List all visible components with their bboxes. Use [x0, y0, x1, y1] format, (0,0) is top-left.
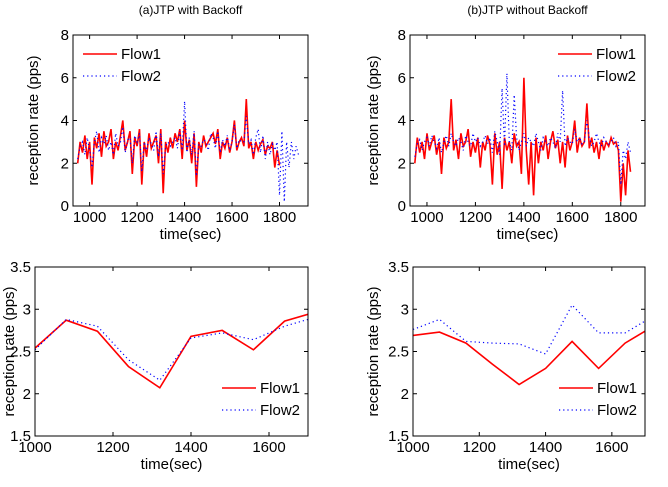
series-line-flow1 [76, 99, 281, 194]
x-axis-label: time(sec) [141, 456, 203, 473]
y-axis-label: reception rate (pps) [365, 286, 382, 416]
series-line-flow2 [414, 73, 632, 185]
y-tick-label: 2.5 [388, 344, 409, 361]
chart-panel-2: 1000 1200 1400 1600 1.5 2 2.5 3 3.5 time(sec) rece… [1, 259, 309, 473]
y-tick-label: 2.5 [10, 344, 31, 361]
legend-box [76, 39, 166, 91]
chart-panel-0: (a)JTP with Backoff 1000 1200 1400 1600 1800 0… [25, 3, 309, 243]
x-tick-label: 1600 [595, 439, 628, 456]
series-line-flow1 [35, 313, 308, 389]
x-tick-label: 1600 [556, 209, 589, 226]
x-tick-label: 1000 [396, 439, 429, 456]
y-axis-label: reception rate (pps) [25, 55, 42, 185]
x-tick-label: 1800 [604, 209, 637, 226]
y-tick-label: 6 [398, 70, 406, 87]
x-tick-label: 1400 [529, 439, 562, 456]
x-axis-label: time(sec) [497, 226, 559, 243]
legend-label-flow2: Flow2 [260, 402, 300, 419]
x-tick-label: 1200 [120, 209, 153, 226]
x-tick-label: 1600 [215, 209, 248, 226]
y-tick-label: 1.5 [10, 428, 31, 445]
legend-box [551, 39, 645, 91]
series-line-flow2 [77, 101, 300, 202]
x-tick-label: 1800 [263, 209, 296, 226]
legend-label-flow1: Flow1 [596, 46, 636, 63]
x-tick-label: 1200 [96, 439, 129, 456]
legend-label-flow1: Flow1 [597, 380, 637, 397]
y-tick-label: 2 [398, 155, 406, 172]
y-tick-label: 8 [398, 27, 406, 44]
y-tick-label: 2 [23, 386, 31, 403]
series-line-flow2 [35, 318, 308, 382]
x-tick-label: 1400 [168, 209, 201, 226]
x-tick-label: 1400 [507, 209, 540, 226]
x-tick-label: 1200 [459, 209, 492, 226]
series-line-flow1 [414, 77, 632, 202]
legend-label-flow2: Flow2 [121, 68, 161, 85]
y-tick-label: 1.5 [388, 428, 409, 445]
y-tick-label: 3 [401, 301, 409, 318]
legend: Flow1 Flow2 [552, 373, 642, 425]
legend-label-flow2: Flow2 [596, 68, 636, 85]
x-tick-label: 1000 [18, 439, 51, 456]
legend: Flow1 Flow2 [215, 373, 305, 425]
y-tick-label: 3.5 [10, 259, 31, 276]
series-line-flow2 [413, 303, 645, 355]
y-tick-label: 8 [61, 27, 69, 44]
y-tick-label: 4 [61, 113, 69, 130]
chart-title: (b)JTP without Backoff [467, 3, 588, 17]
x-tick-label: 1000 [410, 209, 443, 226]
legend-box [215, 373, 305, 425]
y-tick-label: 0 [398, 198, 406, 215]
x-tick-label: 1000 [73, 209, 106, 226]
legend-label-flow2: Flow2 [597, 402, 637, 419]
legend: Flow1 Flow2 [76, 39, 166, 91]
chart-panel-3: 1000 1200 1400 1600 1.5 2 2.5 3 3.5 time(sec) rece… [365, 259, 646, 473]
x-axis-label: time(sec) [160, 226, 222, 243]
y-tick-label: 3 [23, 301, 31, 318]
y-tick-label: 2 [61, 155, 69, 172]
y-tick-label: 6 [61, 70, 69, 87]
y-tick-label: 4 [398, 113, 406, 130]
y-axis-label: reception rate (pps) [365, 55, 382, 185]
x-tick-label: 1200 [463, 439, 496, 456]
y-tick-label: 0 [61, 198, 69, 215]
legend-label-flow1: Flow1 [260, 380, 300, 397]
series-line-flow1 [413, 330, 645, 386]
y-axis-label: reception rate (pps) [1, 286, 18, 416]
chart-title: (a)JTP with Backoff [139, 3, 243, 17]
legend: Flow1 Flow2 [551, 39, 645, 91]
chart-panel-1: (b)JTP without Backoff 1000 1200 1400 1600 18… [365, 3, 646, 243]
x-tick-label: 1400 [174, 439, 207, 456]
y-tick-label: 2 [401, 386, 409, 403]
x-tick-label: 1600 [252, 439, 285, 456]
legend-box [552, 373, 642, 425]
y-tick-label: 3.5 [388, 259, 409, 276]
legend-label-flow1: Flow1 [121, 46, 161, 63]
x-axis-label: time(sec) [498, 456, 560, 473]
